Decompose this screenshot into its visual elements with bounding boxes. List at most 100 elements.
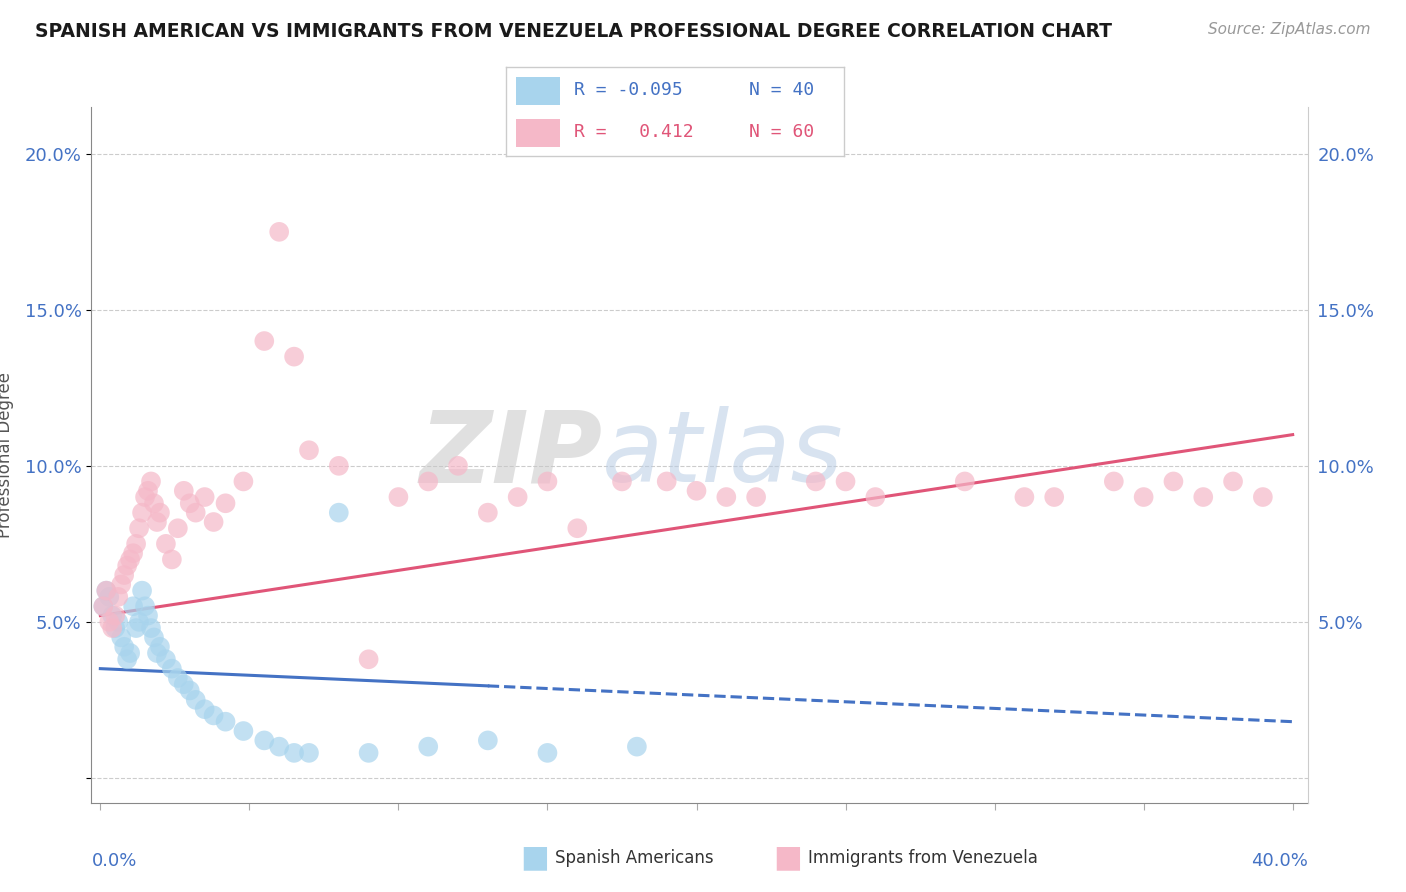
- Point: [1192, 490, 1215, 504]
- Point: [139, 475, 162, 489]
- Point: [128, 615, 150, 629]
- Point: [125, 621, 148, 635]
- Point: [202, 708, 225, 723]
- Text: 40.0%: 40.0%: [1251, 852, 1308, 870]
- Point: [567, 521, 589, 535]
- Text: Spanish Americans: Spanish Americans: [555, 849, 714, 867]
- Point: [1163, 475, 1185, 489]
- Point: [134, 490, 156, 504]
- Bar: [516, 119, 560, 147]
- Point: [143, 631, 166, 645]
- Bar: [516, 77, 560, 105]
- Point: [214, 496, 236, 510]
- Point: [112, 568, 135, 582]
- Point: [146, 646, 169, 660]
- Point: [155, 537, 177, 551]
- Point: [298, 746, 321, 760]
- Point: [115, 558, 138, 573]
- Point: [685, 483, 707, 498]
- Point: [253, 334, 276, 348]
- Point: [202, 515, 225, 529]
- Point: [149, 640, 172, 654]
- Point: [804, 475, 827, 489]
- Point: [104, 621, 127, 635]
- Text: ■: ■: [520, 844, 548, 872]
- Point: [214, 714, 236, 729]
- Point: [953, 475, 976, 489]
- Point: [110, 631, 132, 645]
- Point: [1014, 490, 1036, 504]
- Text: ■: ■: [773, 844, 801, 872]
- Point: [536, 746, 558, 760]
- Text: Immigrants from Venezuela: Immigrants from Venezuela: [808, 849, 1038, 867]
- Point: [232, 475, 254, 489]
- Text: atlas: atlas: [602, 407, 844, 503]
- Point: [107, 615, 129, 629]
- Point: [149, 506, 172, 520]
- Point: [610, 475, 633, 489]
- Point: [110, 577, 132, 591]
- Point: [166, 671, 188, 685]
- Point: [447, 458, 470, 473]
- Point: [194, 490, 217, 504]
- Point: [1043, 490, 1066, 504]
- Point: [716, 490, 738, 504]
- Point: [655, 475, 678, 489]
- Point: [112, 640, 135, 654]
- Point: [136, 608, 159, 623]
- Text: ZIP: ZIP: [419, 407, 602, 503]
- Point: [122, 599, 145, 614]
- Point: [179, 683, 201, 698]
- Point: [166, 521, 188, 535]
- Point: [131, 583, 153, 598]
- Point: [184, 506, 207, 520]
- Point: [131, 506, 153, 520]
- Point: [160, 552, 183, 566]
- Point: [120, 646, 142, 660]
- Point: [357, 652, 380, 666]
- Point: [418, 739, 440, 754]
- Point: [143, 496, 166, 510]
- Text: SPANISH AMERICAN VS IMMIGRANTS FROM VENEZUELA PROFESSIONAL DEGREE CORRELATION CH: SPANISH AMERICAN VS IMMIGRANTS FROM VENE…: [35, 22, 1112, 41]
- Point: [184, 693, 207, 707]
- Point: [98, 615, 121, 629]
- Point: [232, 724, 254, 739]
- Text: Source: ZipAtlas.com: Source: ZipAtlas.com: [1208, 22, 1371, 37]
- Point: [173, 677, 195, 691]
- Point: [139, 621, 162, 635]
- Point: [834, 475, 856, 489]
- Point: [194, 702, 217, 716]
- Point: [125, 537, 148, 551]
- Point: [96, 583, 118, 598]
- Point: [626, 739, 648, 754]
- Point: [1102, 475, 1125, 489]
- Point: [96, 583, 118, 598]
- Point: [155, 652, 177, 666]
- Point: [101, 608, 124, 623]
- Point: [134, 599, 156, 614]
- Point: [115, 652, 138, 666]
- Point: [136, 483, 159, 498]
- Point: [104, 608, 127, 623]
- Point: [253, 733, 276, 747]
- Point: [328, 458, 350, 473]
- Point: [328, 506, 350, 520]
- Point: [98, 590, 121, 604]
- Point: [357, 746, 380, 760]
- Point: [387, 490, 409, 504]
- Point: [107, 590, 129, 604]
- Point: [865, 490, 887, 504]
- Point: [283, 350, 305, 364]
- Text: 0.0%: 0.0%: [91, 852, 136, 870]
- Point: [1222, 475, 1244, 489]
- Point: [269, 225, 291, 239]
- Point: [146, 515, 169, 529]
- Point: [477, 506, 499, 520]
- Point: [536, 475, 558, 489]
- Point: [173, 483, 195, 498]
- Point: [128, 521, 150, 535]
- Point: [91, 599, 114, 614]
- Point: [298, 443, 321, 458]
- Point: [101, 621, 124, 635]
- Point: [122, 546, 145, 560]
